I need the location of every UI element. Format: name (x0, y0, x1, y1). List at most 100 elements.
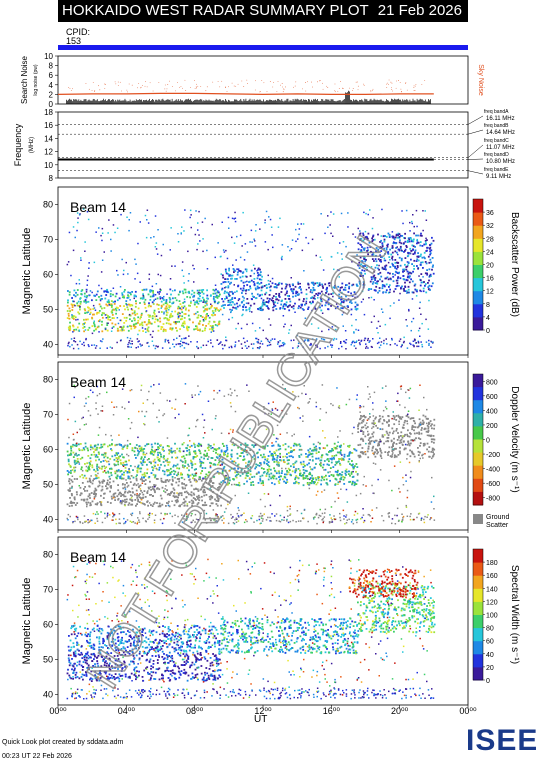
scatter-pixel (91, 464, 94, 467)
scatter-pixel (148, 321, 151, 324)
scatter-pixel (210, 331, 212, 333)
scatter-pixel (339, 289, 341, 292)
scatter-pixel (241, 295, 244, 298)
scatter-pixel (416, 289, 418, 291)
scatter-pixel (371, 227, 374, 230)
scatter-pixel (142, 293, 144, 296)
scatter-pixel (288, 455, 291, 458)
scatter-pixel (157, 454, 159, 456)
scatter-pixel (105, 317, 108, 319)
scatter-pixel (159, 290, 161, 293)
scatter-pixel (385, 289, 388, 292)
scatter-pixel (164, 330, 167, 332)
scatter-pixel (395, 429, 398, 432)
scatter-pixel (432, 272, 435, 275)
scatter-pixel (109, 502, 112, 504)
scatter-pixel (401, 235, 404, 237)
scatter-pixel (68, 317, 71, 320)
scatter-pixel (111, 497, 113, 500)
scatter-pixel (200, 456, 203, 459)
scatter-pixel (201, 296, 204, 299)
scatter-pixel (169, 323, 172, 326)
scatter-pixel (288, 329, 291, 331)
scatter-pixel (400, 286, 402, 289)
scatter-pixel (83, 330, 85, 333)
scatter-pixel (148, 345, 150, 348)
scatter-pixel (321, 330, 323, 333)
scatter-pixel (304, 477, 307, 480)
scatter-pixel (108, 444, 111, 447)
scatter-pixel (237, 285, 239, 288)
scatter-pixel (302, 223, 305, 225)
scatter-pixel (397, 253, 399, 256)
scatter-pixel (81, 482, 84, 484)
scatter-pixel (364, 435, 367, 438)
sky-noise-dot (386, 83, 387, 85)
scatter-pixel (113, 308, 115, 311)
scatter-pixel (140, 457, 143, 460)
scatter-pixel (127, 295, 130, 298)
scatter-pixel (75, 282, 78, 285)
scatter-pixel (289, 249, 291, 252)
scatter-pixel (292, 292, 295, 295)
scatter-pixel (193, 268, 195, 270)
scatter-pixel (125, 460, 128, 463)
scatter-pixel (413, 268, 415, 270)
scatter-pixel (83, 300, 86, 303)
scatter-pixel (73, 497, 76, 499)
scatter-pixel (182, 325, 185, 327)
scatter-pixel (131, 343, 133, 345)
scatter-pixel (271, 297, 274, 299)
scatter-pixel (326, 290, 328, 293)
scatter-pixel (385, 247, 388, 249)
scatter-pixel (372, 234, 375, 237)
scatter-pixel (242, 305, 244, 308)
scatter-pixel (66, 503, 69, 506)
scatter-pixel (269, 324, 272, 326)
scatter-pixel (311, 238, 314, 241)
scatter-pixel (133, 327, 136, 330)
scatter-pixel (335, 454, 338, 457)
scatter-pixel (131, 487, 134, 490)
scatter-pixel (227, 216, 230, 219)
scatter-pixel (392, 452, 394, 454)
scatter-pixel (386, 437, 389, 439)
scatter-pixel (85, 318, 87, 321)
scatter-pixel (171, 476, 174, 478)
scatter-pixel (181, 443, 184, 446)
scatter-pixel (100, 234, 102, 237)
scatter-pixel (86, 284, 88, 286)
scatter-pixel (165, 505, 167, 507)
scatter-pixel (122, 456, 125, 459)
scatter-pixel (79, 486, 82, 489)
scatter-pixel (404, 237, 406, 240)
scatter-pixel (130, 503, 133, 506)
scatter-pixel (87, 344, 90, 346)
scatter-pixel (160, 463, 162, 466)
scatter-pixel (190, 214, 192, 216)
beam-panel-frame (57, 186, 469, 356)
scatter-pixel (385, 430, 388, 433)
scatter-pixel (88, 485, 91, 488)
scatter-pixel (70, 274, 72, 277)
scatter-pixel (402, 270, 404, 273)
scatter-pixel (180, 476, 183, 479)
scatter-pixel (154, 449, 156, 451)
scatter-pixel (420, 261, 422, 264)
scatter-pixel (376, 449, 378, 451)
scatter-pixel (364, 272, 366, 275)
scatter-pixel (305, 302, 308, 305)
scatter-pixel (99, 298, 102, 301)
scatter-pixel (427, 288, 430, 290)
scatter-pixel (357, 444, 360, 446)
scatter-pixel (105, 294, 108, 296)
scatter-pixel (240, 279, 243, 282)
scatter-pixel (311, 291, 314, 294)
scatter-pixel (378, 268, 380, 271)
scatter-pixel (98, 458, 100, 461)
scatter-pixel (141, 289, 144, 291)
scatter-pixel (257, 267, 260, 270)
sky-noise-dot (221, 80, 223, 82)
scatter-pixel (278, 296, 281, 298)
scatter-pixel (362, 433, 365, 435)
